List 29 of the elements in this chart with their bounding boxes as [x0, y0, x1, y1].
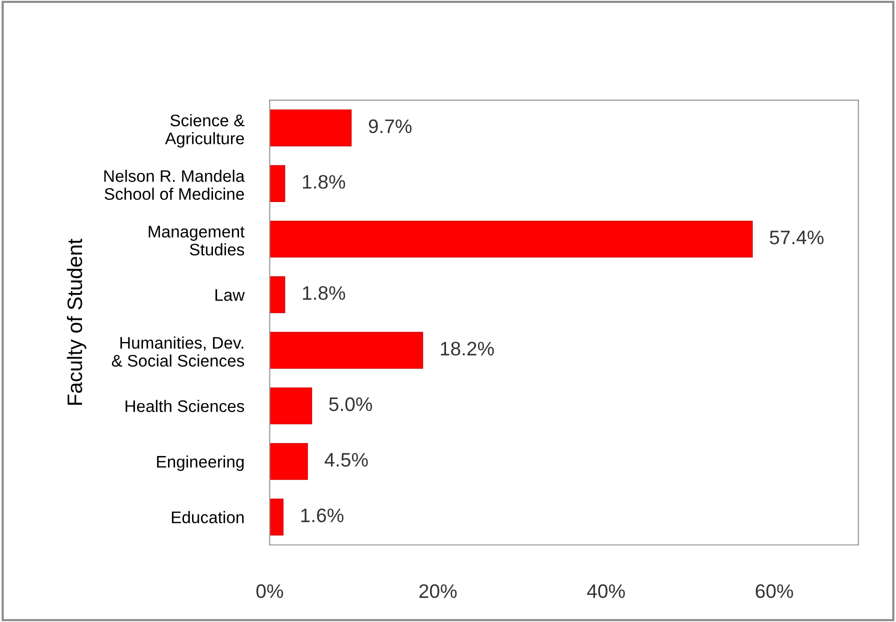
x-tick-label: 40%: [587, 584, 625, 598]
bar: [270, 332, 424, 369]
y-tick-label: Law: [215, 289, 245, 301]
y-tick-label: Nelson R. Mandela School of Medicine: [104, 170, 245, 200]
data-label: 18.2%: [440, 342, 494, 356]
bar: [270, 387, 312, 424]
y-axis-title: Faculty of Student: [66, 238, 86, 405]
y-tick-label: Education: [172, 511, 244, 524]
data-label: 4.5%: [324, 453, 368, 467]
bar: [270, 110, 352, 146]
data-label: 1.8%: [302, 174, 346, 189]
bar: [270, 276, 286, 314]
bar: [270, 443, 308, 480]
data-label: 57.4%: [770, 230, 824, 244]
y-tick-label: Engineering: [157, 455, 244, 471]
data-label: 5.0%: [329, 397, 372, 412]
x-tick-label: 0%: [256, 584, 284, 598]
y-tick-label: Management Studies: [148, 226, 245, 256]
bar: [270, 220, 753, 258]
data-label: 1.6%: [301, 508, 344, 522]
y-tick-label: Health Sciences: [126, 400, 244, 412]
data-label: 1.8%: [302, 286, 346, 300]
x-tick-label: 20%: [419, 584, 457, 598]
bar: [270, 165, 286, 202]
y-tick-label: Science & Agriculture: [165, 114, 244, 148]
x-tick-label: 60%: [756, 584, 794, 598]
data-label: 9.7%: [368, 119, 412, 134]
bar: [270, 498, 284, 536]
y-tick-label: Humanities, Dev. & Social Sciences: [112, 336, 244, 367]
